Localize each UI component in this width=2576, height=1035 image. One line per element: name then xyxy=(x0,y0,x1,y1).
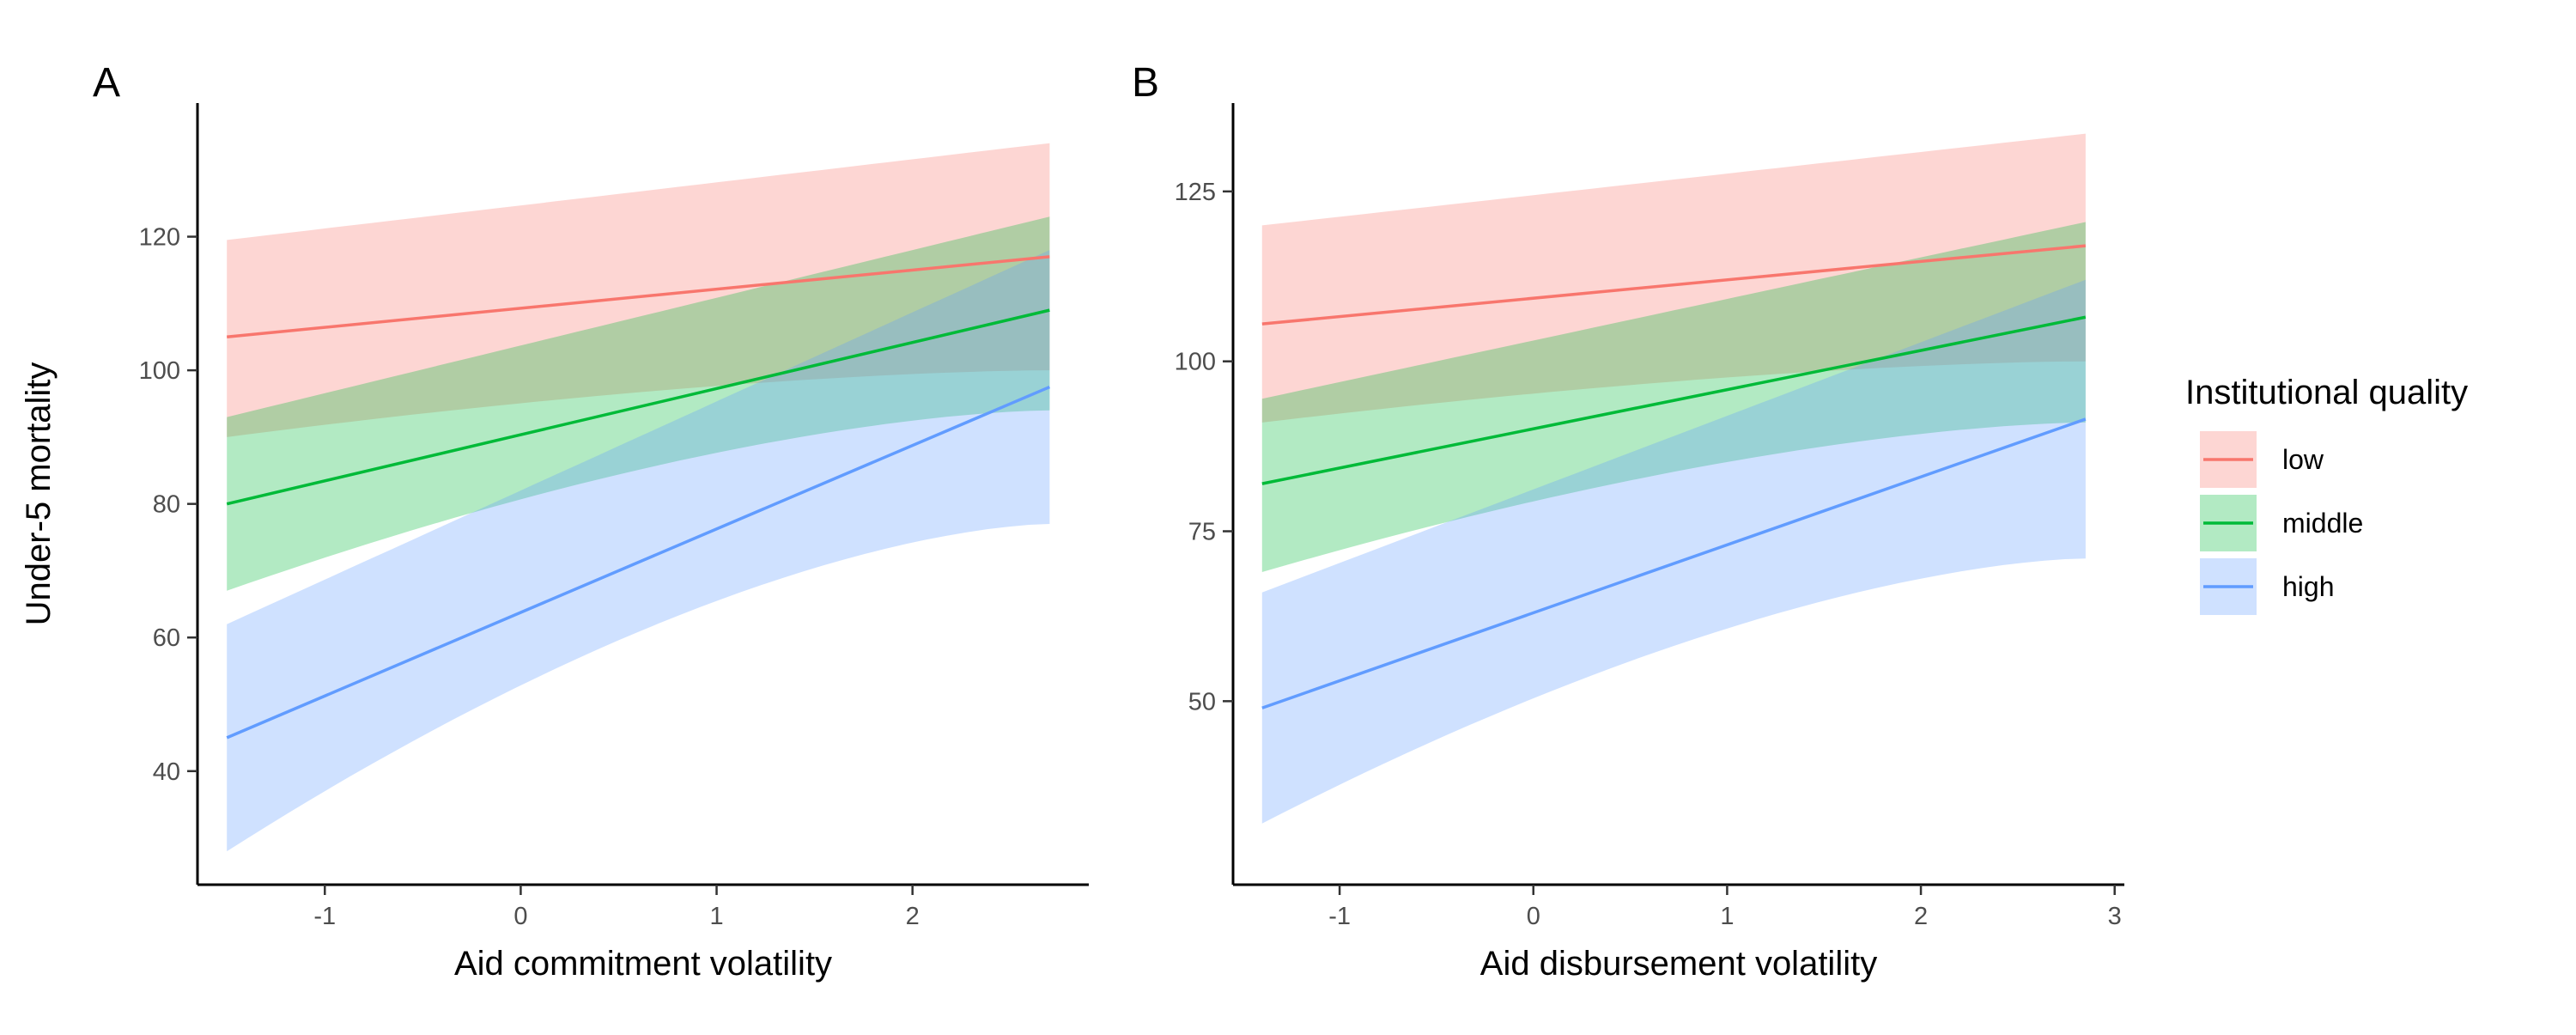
y-tick-label: 60 xyxy=(153,624,180,652)
legend-items: low middle high xyxy=(2200,431,2363,615)
x-tick-label: 3 xyxy=(2108,903,2122,930)
x-tick-label: 2 xyxy=(906,903,920,930)
x-tick-label: -1 xyxy=(313,903,336,930)
panel-tag-a: A xyxy=(93,60,120,106)
x-ticks-b: -1 0 1 2 3 xyxy=(1328,885,2122,930)
x-axis-title-b: Aid disbursement volatility xyxy=(1480,945,1877,983)
band-low xyxy=(227,143,1050,437)
panel-a: A -1 0 1 2 40 60 80 100 120 Aid commitment vola… xyxy=(20,60,1089,983)
x-axis-title-a: Aid commitment volatility xyxy=(454,945,832,983)
x-tick-label: 0 xyxy=(1527,903,1540,930)
y-tick-label: 40 xyxy=(153,758,180,786)
band-middle xyxy=(227,216,1050,591)
legend-label: middle xyxy=(2282,508,2363,539)
line-low xyxy=(1261,244,2087,326)
y-tick-label: 75 xyxy=(1188,519,1216,546)
y-tick-label: 80 xyxy=(153,491,180,519)
y-tick-label: 125 xyxy=(1175,179,1216,206)
legend-label: high xyxy=(2282,571,2335,602)
y-ticks-b: 50 75 100 125 xyxy=(1175,179,1233,715)
line-high xyxy=(1261,417,2087,709)
y-ticks-a: 40 60 80 100 120 xyxy=(139,224,197,786)
y-tick-label: 100 xyxy=(139,357,180,385)
panel-b: B -1 0 1 2 3 50 75 100 125 Aid disbursement vol… xyxy=(1132,60,2124,983)
line-middle xyxy=(226,308,1050,506)
x-tick-label: 1 xyxy=(1720,903,1734,930)
x-ticks-a: -1 0 1 2 xyxy=(313,885,920,930)
x-tick-label: -1 xyxy=(1328,903,1351,930)
band-middle xyxy=(1261,222,2086,572)
y-tick-label: 50 xyxy=(1188,688,1216,715)
x-tick-label: 2 xyxy=(1914,903,1928,930)
line-low xyxy=(227,255,1050,338)
x-tick-label: 0 xyxy=(513,903,527,930)
line-middle xyxy=(1261,315,2087,485)
band-low xyxy=(1261,133,2086,423)
legend-label: low xyxy=(2282,444,2324,475)
fit-lines-b xyxy=(1261,244,2087,709)
confidence-bands-a xyxy=(227,143,1050,852)
y-tick-label: 120 xyxy=(139,224,180,252)
band-high xyxy=(1261,279,2086,824)
band-high xyxy=(227,250,1050,852)
x-tick-label: 1 xyxy=(709,903,723,930)
fit-lines-a xyxy=(226,255,1051,740)
y-axis-title-a: Under-5 mortality xyxy=(20,362,58,626)
confidence-bands-b xyxy=(1261,133,2086,824)
y-tick-label: 100 xyxy=(1175,349,1216,376)
legend: Institutional quality low middle high xyxy=(2185,374,2468,615)
line-high xyxy=(226,385,1051,740)
legend-title: Institutional quality xyxy=(2185,374,2468,411)
panel-tag-b: B xyxy=(1132,60,1159,106)
